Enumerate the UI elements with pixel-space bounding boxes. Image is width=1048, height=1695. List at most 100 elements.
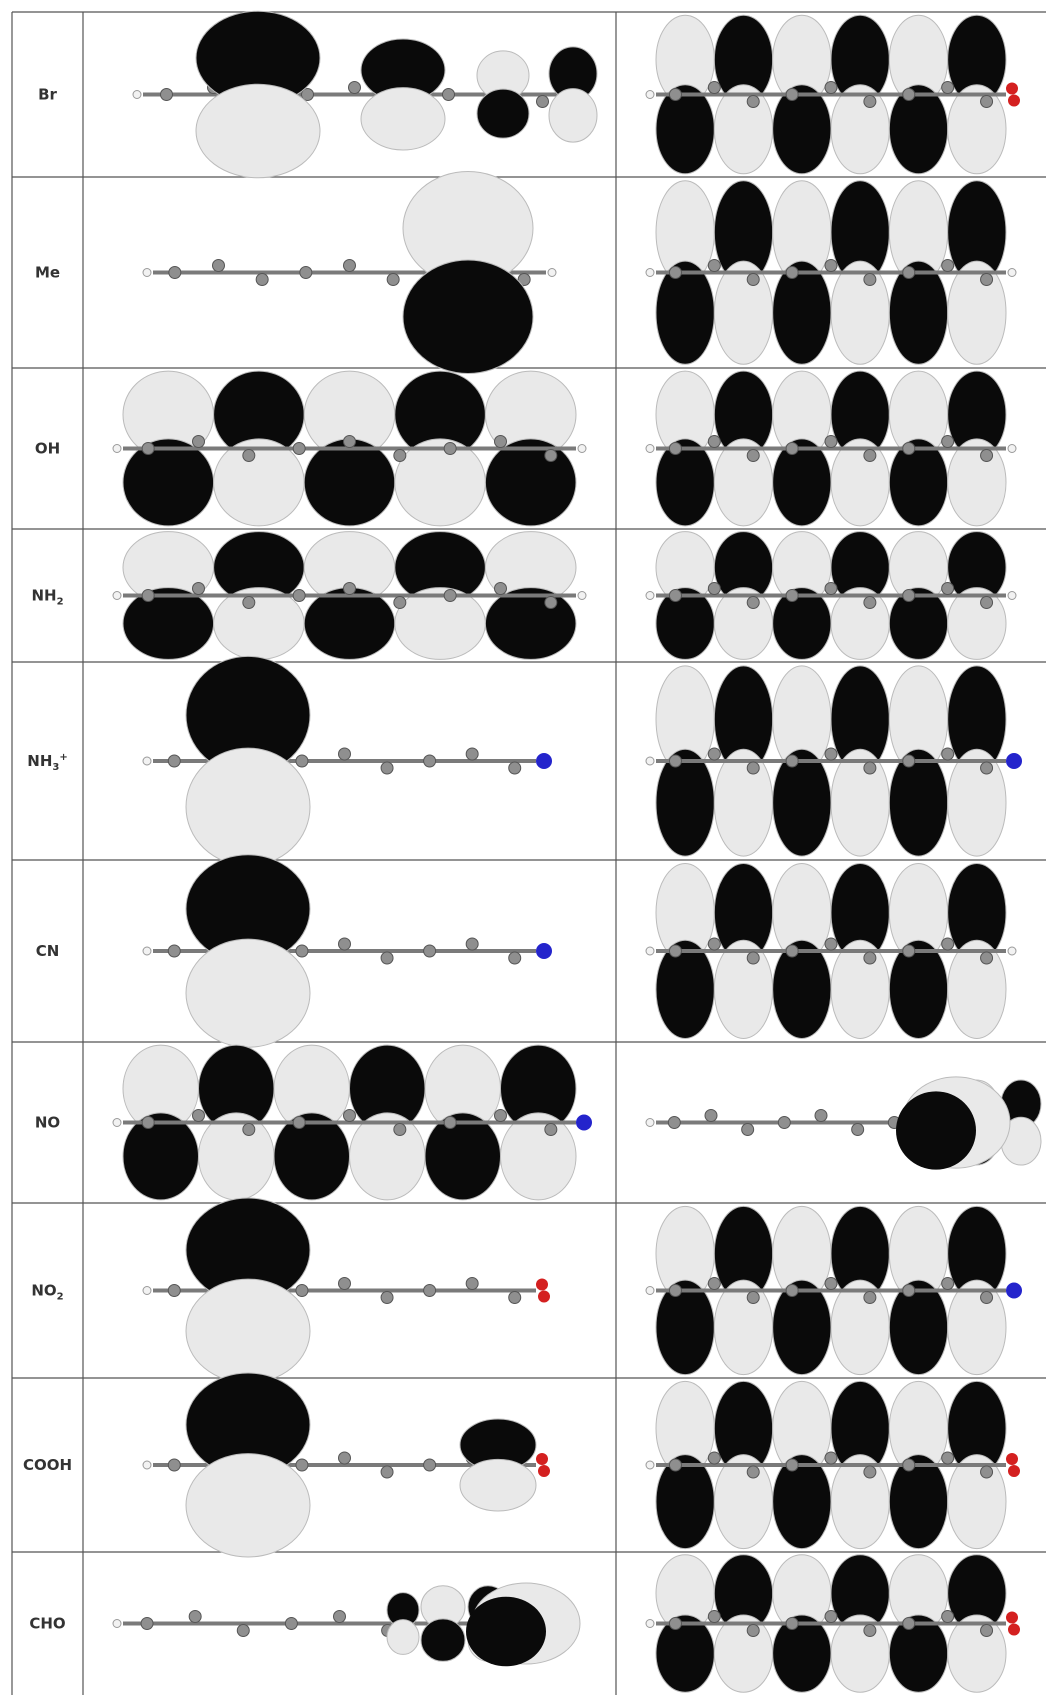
carbon-atom [980, 273, 994, 286]
hydrogen-atom [1007, 268, 1017, 277]
carbon-atom [333, 1610, 346, 1623]
carbon-atom [668, 1284, 682, 1297]
substituent-label: Me [35, 264, 60, 282]
nitrogen-atom [536, 753, 552, 769]
orbital-lobe [459, 1458, 537, 1512]
orbital-lobe [466, 1596, 546, 1667]
carbon-atom [707, 1277, 721, 1290]
orbital-lobe [195, 83, 321, 179]
carbon-atom [980, 951, 994, 965]
carbon-atom [902, 1284, 916, 1297]
orbital-lobe [888, 1279, 949, 1376]
carbon-atom [667, 1116, 681, 1129]
carbon-atom [785, 1458, 799, 1472]
substituent-label: COOH [23, 1456, 72, 1474]
hydrogen-atom [142, 1286, 152, 1295]
orbital-lobe [888, 1614, 949, 1693]
orbital-lobe [713, 587, 774, 660]
carbon-atom [902, 442, 916, 455]
hydrogen-atom [577, 444, 587, 453]
carbon-atom [192, 582, 205, 595]
orbital-lobe [303, 438, 396, 527]
carbon-atom [902, 944, 916, 958]
oxygen-atom [1008, 94, 1020, 107]
orbital-lobe [420, 1618, 466, 1662]
hydrogen-atom [645, 1619, 655, 1628]
table-grid [11, 11, 1046, 1695]
carbon-atom [863, 596, 877, 609]
lumo-orbital-cell [645, 1076, 1042, 1170]
homo-orbital-cell [142, 171, 557, 374]
carbon-atom [814, 1109, 828, 1122]
carbon-atom [188, 1610, 202, 1623]
hydrogen-atom [645, 1118, 655, 1127]
carbon-atom [494, 435, 507, 448]
carbon-atom [746, 273, 760, 286]
lumo-orbital-cell [645, 863, 1017, 1039]
carbon-atom [465, 937, 479, 951]
homo-orbital-cell [142, 1197, 550, 1384]
carbon-atom [863, 761, 877, 775]
carbon-atom [746, 1291, 760, 1304]
hydrogen-atom [142, 756, 152, 766]
carbon-atom [824, 747, 838, 761]
orbital-lobe [185, 938, 311, 1048]
carbon-atom [242, 596, 256, 609]
carbon-atom [299, 266, 313, 279]
carbon-atom [707, 1610, 721, 1623]
carbon-atom [746, 1465, 760, 1479]
homo-orbital-cell [112, 1044, 592, 1201]
carbon-atom [902, 589, 916, 602]
carbon-atom [423, 1284, 437, 1297]
carbon-atom [242, 1123, 256, 1136]
orbital-lobe [185, 747, 311, 867]
orbital-lobe [713, 1279, 774, 1376]
carbon-atom [785, 442, 799, 455]
carbon-atom [167, 1458, 181, 1472]
carbon-atom [863, 1291, 877, 1304]
hydrogen-atom [112, 1118, 122, 1127]
orbital-lobe [122, 438, 215, 527]
carbon-atom [863, 273, 877, 286]
carbon-atom [824, 1451, 838, 1465]
carbon-atom [941, 1277, 955, 1290]
carbon-atom [980, 596, 994, 609]
orbital-lobe [772, 748, 832, 857]
carbon-atom [824, 81, 838, 94]
carbon-atom [494, 1109, 507, 1122]
homo-orbital-cell [142, 854, 552, 1048]
orbital-lobe [394, 438, 486, 527]
carbon-atom [192, 1109, 205, 1122]
orbital-lobe [122, 1112, 199, 1201]
carbon-atom [941, 1451, 955, 1465]
hydrogen-atom [1007, 444, 1017, 453]
carbon-atom [343, 259, 356, 272]
hydrogen-atom [1007, 591, 1017, 600]
carbon-atom [236, 1624, 250, 1637]
carbon-atom [380, 761, 394, 775]
carbon-atom [941, 259, 955, 272]
carbon-atom [707, 259, 721, 272]
orbital-lobe [122, 587, 215, 660]
hydrogen-atom [645, 946, 655, 956]
orbital-lobe [772, 939, 832, 1039]
carbon-atom [941, 435, 955, 448]
carbon-atom [348, 81, 361, 94]
carbon-atom [668, 442, 682, 455]
carbon-atom [536, 95, 549, 108]
carbon-atom [380, 951, 394, 965]
orbital-lobe [303, 587, 396, 660]
carbon-atom [443, 442, 457, 455]
lumo-orbital-cell [645, 370, 1017, 527]
orbital-lobe [713, 939, 774, 1039]
orbital-lobe [772, 84, 832, 175]
oxygen-atom [1006, 82, 1018, 95]
carbon-atom [292, 442, 306, 455]
orbital-lobe [273, 1112, 350, 1201]
carbon-atom [777, 1116, 791, 1129]
orbital-lobe [655, 84, 715, 175]
carbon-atom [902, 88, 916, 101]
carbon-atom [863, 951, 877, 965]
carbon-atom [824, 937, 838, 951]
